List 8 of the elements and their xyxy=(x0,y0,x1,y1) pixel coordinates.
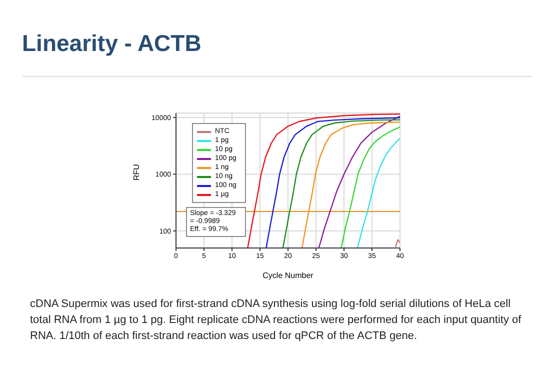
line-series xyxy=(301,121,400,248)
line-series xyxy=(318,116,400,248)
chart-title: Linearity - ACTB xyxy=(22,30,202,57)
x-axis-title: Cycle Number xyxy=(262,271,314,280)
text: cDNA Supermix was used for first-strand cDNA synthesis using log-fold serial dilutions of HeLa cell total RNA from 1 µg to 1 pg. Eight replicate cDNA reactions were performed for each input quantity of RNA. 1/10th of each first-strand reaction was used for qPCR of the ACTB gene. xyxy=(30,297,522,344)
line-series xyxy=(356,138,400,248)
line-series xyxy=(340,126,400,248)
y-axis-title: RFU xyxy=(132,164,141,180)
